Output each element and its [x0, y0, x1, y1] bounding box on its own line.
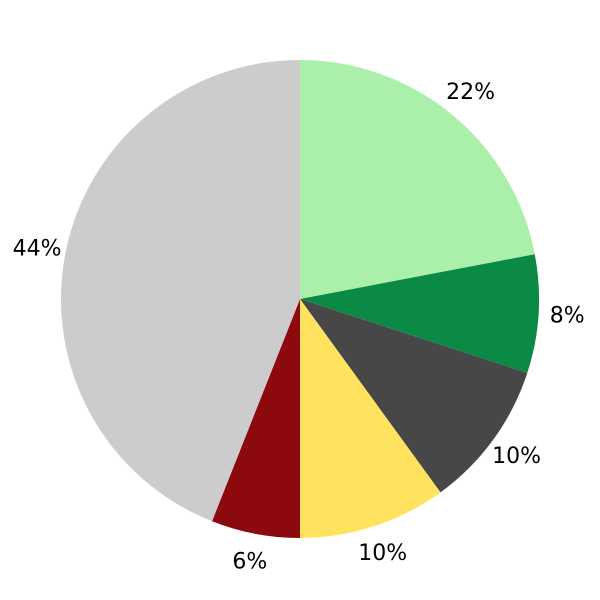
pie-slice-2	[300, 299, 528, 493]
pie-slice-1	[300, 254, 540, 373]
pie-slice-3	[300, 299, 441, 538]
pie-slice-label-5: 44%	[13, 236, 62, 261]
pie-slice-4	[212, 299, 300, 539]
pie-slice-0	[300, 60, 535, 299]
pie-slice-label-0: 22%	[446, 80, 495, 105]
pie-slice-label-1: 8%	[550, 303, 585, 328]
pie-slice-label-3: 10%	[358, 541, 407, 566]
pie-slice-label-4: 6%	[232, 549, 267, 574]
pie-slice-label-2: 10%	[492, 444, 541, 469]
pie-slice-5	[60, 59, 300, 522]
